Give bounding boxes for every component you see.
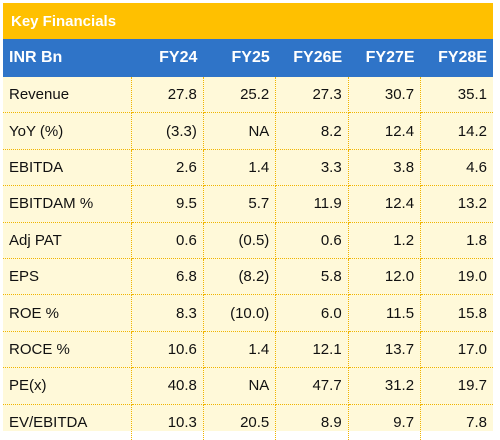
row-label: PE(x) [3, 367, 132, 405]
cell-value: 15.8 [420, 294, 493, 332]
cell-value: 19.0 [420, 258, 493, 296]
cell-value: (8.2) [203, 258, 277, 296]
cell-value: 25.2 [203, 77, 277, 114]
cell-value: 20.5 [203, 404, 277, 440]
table-body: Revenue 27.8 25.2 27.3 30.7 35.1 YoY (%) (3.3) N… [3, 77, 493, 440]
header-year: FY25 [203, 39, 276, 77]
cell-value: (0.5) [203, 222, 277, 259]
cell-value: 27.3 [275, 77, 349, 114]
cell-value: 8.2 [275, 112, 349, 150]
row-label: ROCE % [3, 331, 132, 369]
cell-value: 12.4 [348, 185, 422, 223]
cell-value: 12.1 [275, 331, 349, 369]
cell-value: (10.0) [203, 294, 277, 332]
cell-value: 10.6 [131, 331, 204, 369]
cell-value: 7.8 [466, 413, 487, 431]
row-label: EBITDAM % [3, 185, 132, 223]
cell-value: 19.7 [420, 367, 493, 405]
cell-value: 11.9 [275, 185, 349, 223]
cell-value: 47.7 [275, 367, 349, 405]
cell-value: 10.3 [131, 404, 204, 440]
row-label: EV/EBITDA [3, 404, 132, 440]
cell-value: 14.2 [420, 112, 493, 150]
table-row: YoY (%) (3.3) NA 8.2 12.4 14.2 [3, 112, 493, 150]
cell-value: 1.8 [420, 222, 493, 259]
cell-value: 8.9 [275, 404, 349, 440]
financials-table: INR Bn FY24 FY25 FY26E FY27E FY28E Reven… [3, 39, 493, 440]
row-label: Adj PAT [3, 222, 132, 259]
row-label: EPS [3, 258, 132, 296]
row-label: EBITDA [3, 149, 132, 187]
table-row: EBITDAM % 9.5 5.7 11.9 12.4 13.2 [3, 185, 493, 223]
cell-value: 0.6 [131, 222, 204, 259]
table-row: EV/EBITDA 10.3 20.5 8.9 9.7 7.8 [3, 404, 493, 440]
cell-value: 17.0 [420, 331, 493, 369]
row-label: Revenue [3, 77, 132, 114]
cell-value: 0.6 [275, 222, 349, 259]
key-financials-panel: Key Financials INR Bn FY24 FY25 FY26E FY… [3, 3, 493, 440]
table-row: EBITDA 2.6 1.4 3.3 3.8 4.6 [3, 149, 493, 187]
table-row: PE(x) 40.8 NA 47.7 31.2 19.7 [3, 367, 493, 405]
title-bar: Key Financials [3, 3, 493, 39]
cell-value: 40.8 [131, 367, 204, 405]
cell-value: 12.4 [348, 112, 422, 150]
table-row: Revenue 27.8 25.2 27.3 30.7 35.1 [3, 77, 493, 114]
table-row: ROCE % 10.6 1.4 12.1 13.7 17.0 [3, 331, 493, 369]
cell-value: (3.3) [131, 112, 204, 150]
cell-value: 31.2 [348, 367, 422, 405]
cell-value: 1.4 [203, 149, 277, 187]
cell-value: 6.0 [275, 294, 349, 332]
cell-value: 2.6 [131, 149, 204, 187]
table-row: ROE % 8.3 (10.0) 6.0 11.5 15.8 [3, 294, 493, 332]
cell-value: NA [203, 112, 277, 150]
header-year: FY27E [348, 39, 421, 77]
cell-value: 4.6 [420, 149, 493, 187]
row-label: YoY (%) [3, 112, 132, 150]
cell-value: 8.3 [131, 294, 204, 332]
header-year: FY28E [420, 39, 493, 77]
cell-value: 12.0 [348, 258, 422, 296]
cell-value: 3.3 [275, 149, 349, 187]
header-year: FY24 [131, 39, 204, 77]
header-year: FY26E [275, 39, 349, 77]
panel-title: Key Financials [11, 12, 117, 30]
cell-value: 30.7 [348, 77, 422, 114]
cell-value: 9.5 [131, 185, 204, 223]
cell-value: 5.8 [275, 258, 349, 296]
table-row: Adj PAT 0.6 (0.5) 0.6 1.2 1.8 [3, 222, 493, 259]
cell-value: 13.7 [348, 331, 422, 369]
cell-value: 1.4 [203, 331, 277, 369]
cell-value: 13.2 [420, 185, 493, 223]
table-row: EPS 6.8 (8.2) 5.8 12.0 19.0 [3, 258, 493, 296]
cell-value: 11.5 [348, 294, 422, 332]
row-label: ROE % [3, 294, 132, 332]
cell-value: 1.2 [348, 222, 422, 259]
cell-value: 9.7 [348, 404, 422, 440]
cell-value: 35.1 [420, 77, 493, 114]
header-label: INR Bn [3, 39, 131, 77]
cell-value: 27.8 [131, 77, 204, 114]
cell-value: 5.7 [203, 185, 277, 223]
cell-value: 3.8 [348, 149, 422, 187]
cell-value: NA [203, 367, 277, 405]
header-row: INR Bn FY24 FY25 FY26E FY27E FY28E [3, 39, 493, 77]
cell-value: 6.8 [131, 258, 204, 296]
